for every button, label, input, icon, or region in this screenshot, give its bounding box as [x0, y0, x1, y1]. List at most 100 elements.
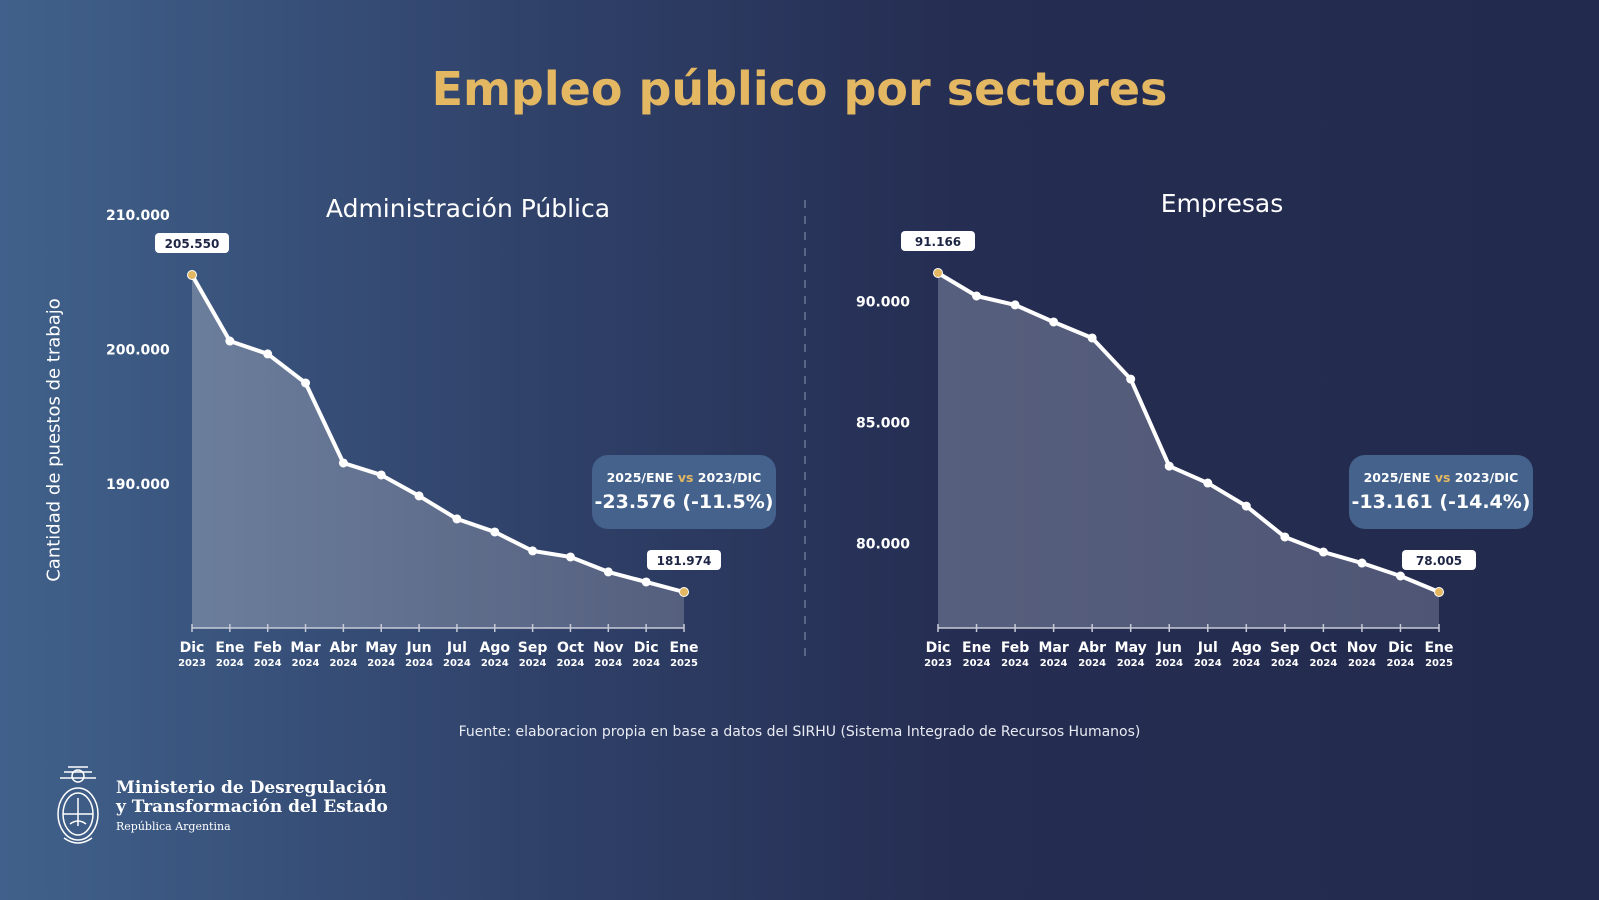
x-tick-month: Nov — [1347, 640, 1377, 656]
data-point — [301, 378, 311, 388]
value-label-box — [1402, 550, 1476, 570]
x-tick-year: 2024 — [1117, 658, 1145, 669]
x-tick-month: Mar — [1038, 640, 1068, 656]
data-point — [933, 268, 943, 278]
x-tick-month: Jun — [405, 640, 431, 656]
x-tick-year: 2024 — [519, 658, 547, 669]
country-name: República Argentina — [116, 820, 231, 833]
data-point — [1010, 300, 1020, 310]
x-tick-year: 2024 — [405, 658, 433, 669]
area-fill — [938, 273, 1439, 628]
callout-value: -23.576 (-11.5%) — [595, 491, 774, 513]
ministry-logo: Ministerio de Desregulación y Transforma… — [50, 762, 388, 850]
x-tick-year: 2024 — [1348, 658, 1376, 669]
data-point — [1318, 547, 1328, 557]
x-tick-year: 2024 — [594, 658, 622, 669]
area-fill — [192, 275, 684, 628]
data-point — [1164, 461, 1174, 471]
x-tick-month: Ago — [1231, 640, 1262, 656]
data-point — [376, 470, 386, 480]
callout-value: -13.161 (-14.4%) — [1352, 491, 1531, 513]
x-tick-month: Mar — [290, 640, 320, 656]
x-tick-year: 2024 — [1001, 658, 1029, 669]
data-point — [972, 291, 982, 301]
y-tick-label: 85.000 — [856, 415, 910, 431]
ministry-name-line1: Ministerio de Desregulación — [116, 778, 387, 798]
x-tick-year: 2024 — [216, 658, 244, 669]
x-tick-month: Ene — [962, 640, 991, 656]
x-tick-month: Ene — [669, 640, 698, 656]
x-tick-month: Dic — [1388, 640, 1413, 656]
x-tick-year: 2024 — [1232, 658, 1260, 669]
value-label: 181.974 — [657, 554, 712, 568]
x-tick-year: 2024 — [632, 658, 660, 669]
callout-period: 2025/ENE vs 2023/DIC — [607, 470, 762, 485]
chart-title: Administración Pública — [326, 194, 610, 223]
data-point — [1395, 571, 1405, 581]
y-tick-label: 210.000 — [106, 208, 170, 224]
data-point — [338, 458, 348, 468]
x-tick-month: Feb — [253, 640, 282, 656]
data-point — [452, 514, 462, 524]
value-label: 78.005 — [1416, 554, 1462, 568]
x-tick-month: Abr — [330, 640, 358, 656]
data-point — [1357, 558, 1367, 568]
x-tick-year: 2024 — [1309, 658, 1337, 669]
chart-1: Empresas 90.000 85.000 80.000 Dic 2023 Ene 2024… — [856, 189, 1533, 669]
x-tick-month: Feb — [1001, 640, 1030, 656]
x-tick-month: Ago — [480, 640, 511, 656]
x-tick-month: Ene — [1424, 640, 1453, 656]
ministry-name-line2: y Transformación del Estado — [116, 797, 388, 817]
value-label-box — [647, 550, 721, 570]
x-tick-month: May — [365, 640, 397, 656]
data-point — [263, 349, 273, 359]
data-point — [603, 567, 613, 577]
x-tick-month: Sep — [1270, 640, 1300, 656]
y-tick-label: 80.000 — [856, 537, 910, 553]
y-tick-label: 90.000 — [856, 294, 910, 310]
x-tick-month: Jul — [1197, 640, 1218, 656]
x-tick-year: 2024 — [292, 658, 320, 669]
change-callout — [1349, 455, 1533, 529]
x-tick-month: Oct — [1310, 640, 1337, 656]
x-tick-month: Dic — [634, 640, 659, 656]
data-point — [1203, 478, 1213, 488]
x-tick-month: Dic — [180, 640, 205, 656]
data-point — [1049, 317, 1059, 327]
data-point — [414, 491, 424, 501]
x-tick-year: 2024 — [557, 658, 585, 669]
data-point — [565, 552, 575, 562]
value-label: 205.550 — [165, 237, 220, 251]
x-tick-month: Oct — [557, 640, 584, 656]
x-tick-month: Jul — [446, 640, 467, 656]
x-tick-month: Nov — [593, 640, 623, 656]
callout-period: 2025/ENE vs 2023/DIC — [1364, 470, 1519, 485]
x-tick-month: Jun — [1156, 640, 1182, 656]
series-line — [190, 274, 685, 594]
source-note: Fuente: elaboracion propia en base a dat… — [458, 724, 1141, 740]
x-tick-year: 2024 — [1271, 658, 1299, 669]
x-tick-year: 2024 — [254, 658, 282, 669]
x-tick-year: 2024 — [1040, 658, 1068, 669]
x-tick-year: 2023 — [178, 658, 206, 669]
value-label-box — [901, 231, 975, 251]
x-tick-year: 2024 — [443, 658, 471, 669]
x-tick-year: 2024 — [329, 658, 357, 669]
x-tick-month: Sep — [518, 640, 548, 656]
x-tick-year: 2024 — [367, 658, 395, 669]
data-point — [1434, 587, 1444, 597]
x-tick-year: 2025 — [670, 658, 698, 669]
data-point — [1280, 532, 1290, 542]
data-point — [1087, 333, 1097, 343]
x-tick-year: 2024 — [481, 658, 509, 669]
x-tick-year: 2024 — [1155, 658, 1183, 669]
data-point — [528, 546, 538, 556]
coat-of-arms-icon — [57, 766, 99, 844]
x-tick-month: Abr — [1078, 640, 1106, 656]
x-tick-year: 2024 — [1387, 658, 1415, 669]
y-tick-label: 200.000 — [106, 343, 170, 359]
x-tick-year: 2023 — [924, 658, 952, 669]
x-tick-year: 2024 — [963, 658, 991, 669]
series-line — [936, 271, 1440, 594]
